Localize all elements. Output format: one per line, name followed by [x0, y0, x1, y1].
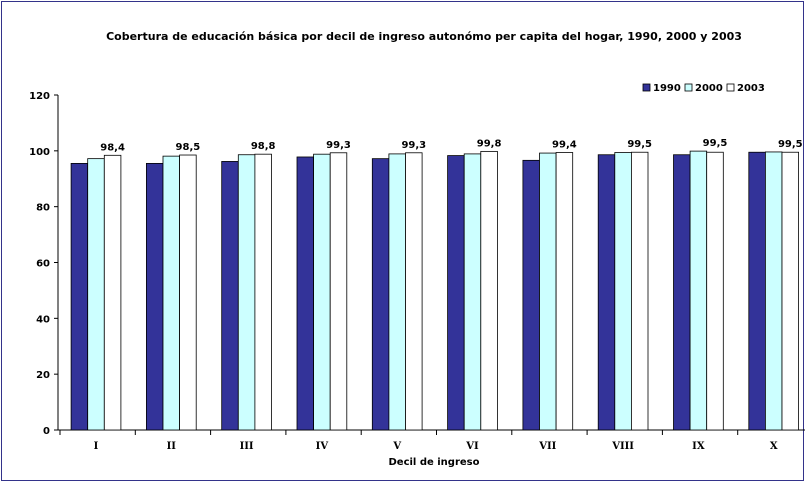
bar-1990 — [748, 151, 766, 431]
bar-2000 — [689, 150, 708, 431]
bar-2003 — [555, 152, 574, 431]
legend: 1990 2000 2003 — [642, 83, 765, 94]
data-label: 98,5 — [176, 142, 201, 153]
x-tick-label: I — [94, 441, 99, 452]
legend-label-2000: 2000 — [695, 83, 723, 94]
legend-swatch-2000 — [684, 83, 693, 92]
data-label: 99,3 — [401, 140, 426, 151]
legend-label-2003: 2003 — [737, 83, 765, 94]
bar-1990 — [371, 158, 390, 431]
y-tick-label: 80 — [36, 203, 50, 214]
bar-2003 — [781, 151, 800, 431]
y-tick-label: 60 — [36, 259, 50, 270]
bar-2003 — [480, 150, 498, 431]
data-label: 99,8 — [477, 138, 502, 149]
x-tick-label: VII — [538, 441, 556, 452]
bar-1990 — [221, 161, 239, 431]
bar-2000 — [237, 154, 256, 431]
bar-2003 — [179, 154, 197, 431]
x-tick-label: III — [240, 441, 254, 452]
x-tick-label: IX — [692, 441, 705, 452]
legend-label-1990: 1990 — [653, 83, 681, 94]
legend-swatch-1990 — [642, 83, 651, 92]
bar-2003 — [254, 153, 272, 431]
x-tick-label: X — [770, 441, 778, 452]
bar-1990 — [145, 162, 164, 431]
data-label: 99,4 — [552, 140, 577, 151]
bar-2000 — [765, 151, 783, 431]
legend-swatch-2003 — [726, 83, 735, 92]
y-tick-label: 120 — [29, 91, 50, 102]
x-tick-label: II — [167, 441, 177, 452]
x-tick-label: V — [392, 441, 401, 452]
data-label: 98,4 — [100, 142, 125, 153]
data-label: 99,3 — [326, 140, 351, 151]
bar-2000 — [87, 158, 105, 431]
y-tick-label: 40 — [36, 314, 50, 325]
bar-2000 — [162, 155, 181, 431]
bar-2003 — [631, 151, 649, 431]
bar-1990 — [296, 156, 315, 431]
data-label: 99,5 — [778, 139, 803, 150]
bar-1990 — [70, 162, 89, 431]
bar-2003 — [329, 152, 348, 431]
bar-2000 — [539, 152, 557, 431]
bar-2000 — [614, 152, 632, 431]
bar-2003 — [706, 151, 724, 431]
y-tick-label: 0 — [43, 426, 50, 437]
bar-2003 — [405, 152, 423, 431]
bar-1990 — [673, 154, 691, 431]
data-label: 99,5 — [703, 138, 728, 149]
bar-2003 — [103, 154, 122, 431]
x-tick-label: IV — [316, 441, 329, 452]
bar-2000 — [388, 153, 406, 431]
y-tick-label: 20 — [36, 370, 50, 381]
data-label: 99,5 — [627, 139, 652, 150]
x-axis-title: Decil de ingreso — [388, 457, 479, 468]
bar-2000 — [313, 153, 331, 431]
x-tick-label: VI — [465, 441, 479, 452]
bar-1990 — [597, 154, 616, 431]
x-tick-label: VIII — [611, 441, 634, 452]
chart-title: Cobertura de educación básica por decil … — [106, 30, 742, 43]
bar-1990 — [447, 155, 465, 431]
y-tick-label: 100 — [29, 147, 50, 158]
bar-1990 — [522, 159, 540, 431]
data-label: 98,8 — [251, 141, 276, 152]
bar-2000 — [463, 153, 482, 431]
